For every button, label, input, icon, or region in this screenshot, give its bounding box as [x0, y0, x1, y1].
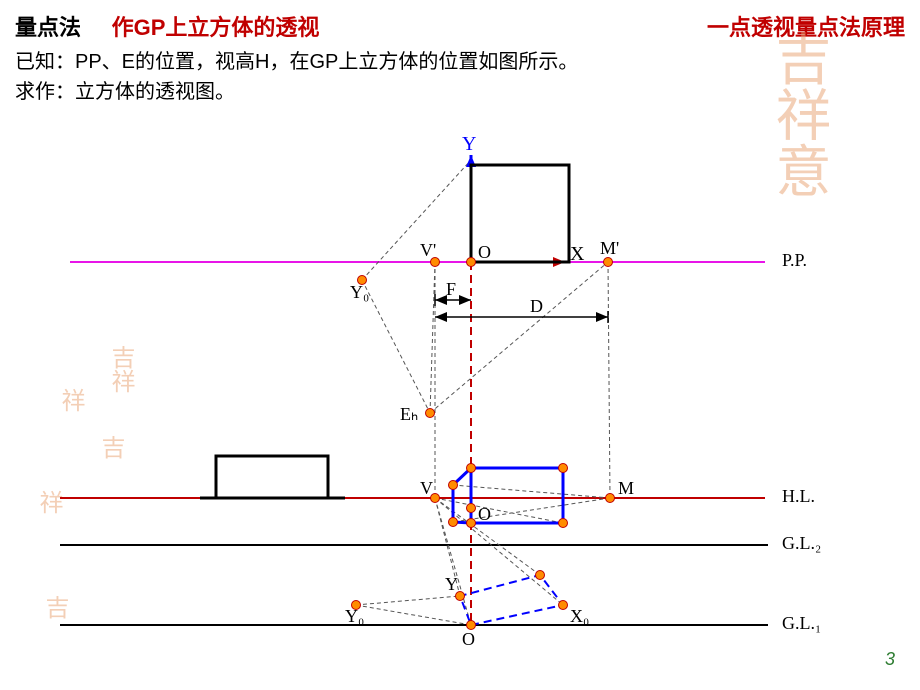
svg-text:V': V': [420, 240, 436, 260]
page-number: 3: [885, 649, 895, 670]
svg-text:Y: Y: [445, 574, 458, 594]
svg-text:Y₀: Y₀: [345, 606, 364, 626]
svg-text:F: F: [446, 279, 456, 299]
diagram-svg: 吉祥意吉祥祥吉祥吉P.P.H.L.G.L.₂G.L.₁YXFDY₀V'OM'Eₕ…: [0, 0, 920, 690]
svg-text:V: V: [420, 478, 433, 498]
svg-text:吉祥意: 吉祥意: [767, 30, 829, 198]
svg-text:H.L.: H.L.: [782, 486, 815, 506]
svg-text:X: X: [570, 243, 585, 265]
svg-text:G.L.₂: G.L.₂: [782, 533, 821, 553]
svg-text:M': M': [600, 238, 619, 258]
svg-text:祥: 祥: [35, 490, 63, 514]
svg-text:X₀: X₀: [570, 606, 589, 626]
svg-text:O: O: [478, 504, 491, 524]
svg-text:P.P.: P.P.: [782, 250, 807, 270]
svg-text:吉: 吉: [97, 435, 124, 459]
svg-text:D: D: [530, 296, 543, 316]
svg-text:Eₕ: Eₕ: [400, 404, 418, 424]
svg-text:O: O: [462, 629, 475, 649]
svg-text:G.L.₁: G.L.₁: [782, 613, 821, 633]
svg-text:Y₀: Y₀: [350, 282, 369, 302]
svg-text:O: O: [478, 242, 491, 262]
svg-text:吉祥: 吉祥: [107, 345, 135, 393]
svg-text:M: M: [618, 478, 634, 498]
svg-text:祥: 祥: [57, 388, 85, 412]
svg-text:Y: Y: [462, 133, 476, 155]
svg-text:吉: 吉: [41, 595, 68, 619]
